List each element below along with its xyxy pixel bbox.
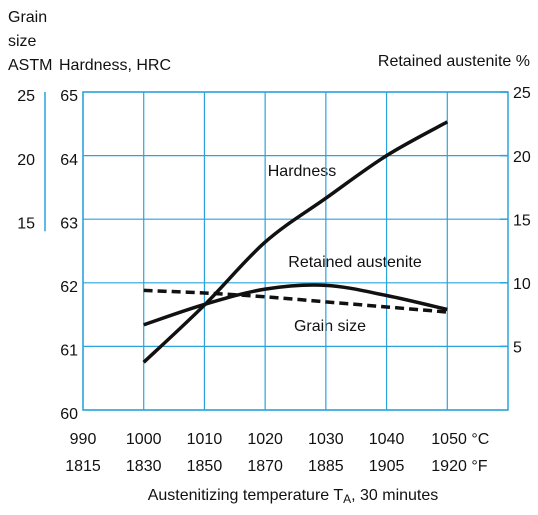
y3-label: ASTM xyxy=(8,57,52,74)
plot-frame xyxy=(82,91,509,411)
series-line xyxy=(143,283,448,327)
x-tick-label-fahrenheit: 1850 xyxy=(187,458,223,475)
x-tick-label-fahrenheit: 1870 xyxy=(247,458,283,475)
x-tick-label-fahrenheit: 1885 xyxy=(308,458,344,475)
y-tick-label: 60 xyxy=(60,406,78,423)
x-tick-label: 1050 °C xyxy=(431,431,489,448)
y3-tick-label: 15 xyxy=(17,215,35,232)
x-axis-label-part: Austenitizing temperature T xyxy=(148,487,344,504)
y3-tick-label: 25 xyxy=(17,88,35,105)
y3-label: Grain xyxy=(8,9,47,26)
x-tick-label-fahrenheit: 1905 xyxy=(369,458,405,475)
y-tick-label: 61 xyxy=(60,343,78,360)
annotation: Retained austenite xyxy=(288,254,422,271)
annotation: Hardness xyxy=(268,163,336,180)
y2-tick-label: 20 xyxy=(513,149,531,166)
x-tick-label: 990 xyxy=(70,431,97,448)
annotation: Grain size xyxy=(294,318,366,335)
y-tick-label: 65 xyxy=(60,88,78,105)
series-line xyxy=(142,120,449,364)
x-tick-label: 1020 xyxy=(247,431,283,448)
y2-tick-label: 15 xyxy=(513,212,531,229)
x-tick-label: 1010 xyxy=(187,431,223,448)
y2-tick-label: 25 xyxy=(513,85,531,102)
y3-tick-label: 20 xyxy=(17,152,35,169)
x-tick-label: 1000 xyxy=(126,431,162,448)
y2-tick-label: 5 xyxy=(513,340,522,357)
y-tick-label: 63 xyxy=(60,215,78,232)
x-axis-label: Austenitizing temperature TA, 30 minutes xyxy=(148,487,439,506)
x-tick-label-fahrenheit: 1830 xyxy=(126,458,162,475)
y-axis-label: Hardness, HRC xyxy=(59,57,171,74)
x-tick-label-fahrenheit: 1920 °F xyxy=(431,458,487,475)
y3-label: size xyxy=(8,33,37,50)
x-axis-label-sub: A xyxy=(343,492,351,506)
x-tick-label-fahrenheit: 1815 xyxy=(65,458,101,475)
y2-tick-label: 10 xyxy=(513,276,531,293)
y-tick-label: 64 xyxy=(60,152,78,169)
x-tick-label: 1040 xyxy=(369,431,405,448)
y-tick-label: 62 xyxy=(60,279,78,296)
y2-axis-label: Retained austenite % xyxy=(378,53,530,70)
x-axis-label-part: , 30 minutes xyxy=(351,487,438,504)
x-tick-label: 1030 xyxy=(308,431,344,448)
